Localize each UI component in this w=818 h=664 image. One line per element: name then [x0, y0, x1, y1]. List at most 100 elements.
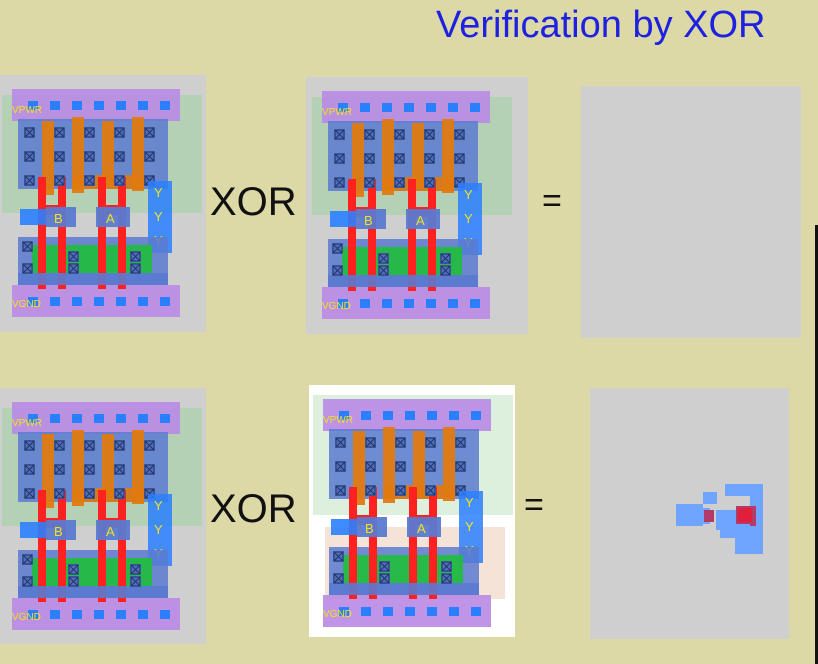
poly-gate — [369, 547, 377, 599]
input-b-label: B — [54, 524, 63, 539]
poly-gate — [408, 179, 416, 291]
rail-via — [449, 607, 459, 616]
diffusion-strap — [382, 177, 454, 191]
layout-cell-left-row2: BAYYYVPWRVGND — [0, 388, 206, 644]
diffusion-finger — [352, 123, 364, 197]
rail-via — [160, 610, 170, 619]
poly-gate — [98, 550, 106, 602]
diffusion-finger — [102, 434, 114, 500]
xor-operator-row2: XOR — [210, 487, 297, 531]
input-a-pad — [406, 209, 440, 229]
diffusion-finger — [72, 117, 84, 193]
rail-via — [72, 101, 82, 110]
rail-via — [471, 411, 481, 420]
power-rail-label: VPWR — [12, 418, 42, 429]
rail-via — [116, 414, 126, 423]
frame-edge — [815, 225, 818, 664]
output-y-label: Y — [465, 519, 474, 534]
rail-via — [471, 607, 481, 616]
input-a-pad — [96, 207, 130, 227]
rail-via — [138, 610, 148, 619]
rail-via — [426, 103, 436, 112]
rail-via — [360, 103, 370, 112]
input-b-label: B — [365, 521, 374, 536]
rail-via — [94, 297, 104, 306]
input-b-pad — [46, 207, 76, 227]
diffusion-finger — [42, 434, 54, 508]
rail-via — [116, 101, 126, 110]
rail-via — [405, 411, 415, 420]
rail-via — [383, 411, 393, 420]
equals-sign-row2: = — [524, 486, 544, 524]
poly-gate — [349, 547, 357, 599]
poly-gate — [428, 239, 436, 291]
rail-via — [50, 414, 60, 423]
xor-result-row2 — [590, 388, 789, 639]
rail-via — [339, 411, 349, 420]
xor-operator-row1: XOR — [210, 180, 297, 224]
output-y-label: Y — [464, 211, 473, 226]
poly-gate — [58, 490, 66, 602]
poly-gate — [98, 237, 106, 289]
rail-via — [50, 610, 60, 619]
poly-gate — [409, 487, 417, 599]
rail-via — [138, 414, 148, 423]
diffusion-finger — [412, 123, 424, 189]
diffusion-finger — [132, 430, 144, 504]
input-b-pad — [357, 517, 387, 537]
poly-gate — [58, 550, 66, 602]
poly-gate — [429, 547, 437, 599]
xor-difference-shape — [720, 524, 750, 538]
rail-via — [405, 607, 415, 616]
input-pin — [20, 522, 46, 538]
xor-difference-shape — [703, 492, 717, 504]
ground-rail-label: VGND — [12, 612, 41, 623]
rail-via — [94, 414, 104, 423]
rail-via — [50, 101, 60, 110]
output-y-label: Y — [154, 209, 163, 224]
poly-gate — [348, 239, 356, 291]
xor-difference-shape — [750, 484, 763, 554]
poly-gate — [348, 179, 356, 291]
rail-via — [160, 101, 170, 110]
output-y-label: Y — [154, 522, 163, 537]
xor-result-row1 — [581, 86, 801, 338]
rail-via — [94, 610, 104, 619]
input-b-pad — [46, 520, 76, 540]
poly-gate — [38, 177, 46, 289]
rail-via — [361, 411, 371, 420]
poly-gate — [428, 179, 436, 291]
rail-via — [138, 101, 148, 110]
rail-via — [50, 297, 60, 306]
layout-cell-right-row1: BAYYYVPWRVGND — [306, 77, 528, 334]
diffusion-finger — [132, 117, 144, 191]
poly-gate — [58, 177, 66, 289]
poly-gate — [368, 179, 376, 291]
poly-gate — [118, 550, 126, 602]
ground-rail-label: VGND — [322, 301, 351, 312]
input-b-label: B — [54, 211, 63, 226]
rail-via — [404, 299, 414, 308]
poly-gate — [118, 237, 126, 289]
diffusion-finger — [443, 427, 455, 501]
rail-via — [28, 414, 38, 423]
rail-via — [338, 103, 348, 112]
xor-difference-shape — [738, 508, 752, 522]
input-b-pad — [356, 209, 386, 229]
poly-gate — [368, 239, 376, 291]
rail-via — [426, 299, 436, 308]
poly-gate — [58, 237, 66, 289]
rail-via — [28, 610, 38, 619]
rail-via — [339, 607, 349, 616]
layout-drawing: BAYYYVPWRVGND — [2, 89, 202, 317]
input-a-label: A — [106, 524, 115, 539]
layout-cell-right-row2: BAYYYVPWRVGND — [309, 385, 515, 637]
output-y-label: Y — [464, 187, 473, 202]
rail-via — [160, 414, 170, 423]
poly-gate — [408, 239, 416, 291]
poly-gate — [118, 490, 126, 602]
power-rail-label: VPWR — [322, 107, 352, 118]
diffusion-finger — [442, 119, 454, 193]
input-pin — [331, 519, 357, 535]
rail-via — [28, 297, 38, 306]
